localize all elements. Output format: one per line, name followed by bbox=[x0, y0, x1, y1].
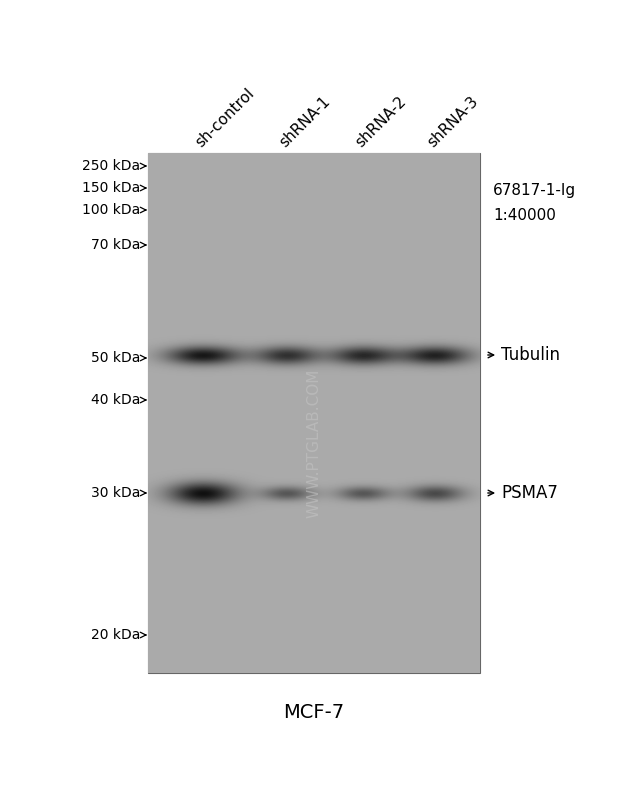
Text: 100 kDa: 100 kDa bbox=[81, 203, 140, 217]
Text: PSMA7: PSMA7 bbox=[501, 484, 558, 502]
Text: shRNA-2: shRNA-2 bbox=[352, 94, 409, 150]
Text: Tubulin: Tubulin bbox=[501, 346, 560, 364]
Text: MCF-7: MCF-7 bbox=[283, 703, 344, 722]
Text: shRNA-3: shRNA-3 bbox=[424, 94, 481, 150]
Text: sh-control: sh-control bbox=[193, 86, 257, 150]
Text: 150 kDa: 150 kDa bbox=[81, 181, 140, 195]
Text: WWW.PTGLAB.COM: WWW.PTGLAB.COM bbox=[307, 368, 321, 518]
Text: 1:40000: 1:40000 bbox=[493, 207, 556, 222]
Text: 50 kDa: 50 kDa bbox=[91, 351, 140, 365]
Text: 40 kDa: 40 kDa bbox=[91, 393, 140, 407]
Text: 30 kDa: 30 kDa bbox=[91, 486, 140, 500]
Text: 67817-1-Ig: 67817-1-Ig bbox=[493, 182, 576, 198]
Text: shRNA-1: shRNA-1 bbox=[276, 94, 333, 150]
Bar bbox=[148, 153, 480, 673]
Text: 250 kDa: 250 kDa bbox=[82, 159, 140, 173]
Text: 70 kDa: 70 kDa bbox=[91, 238, 140, 252]
Text: 20 kDa: 20 kDa bbox=[91, 628, 140, 642]
